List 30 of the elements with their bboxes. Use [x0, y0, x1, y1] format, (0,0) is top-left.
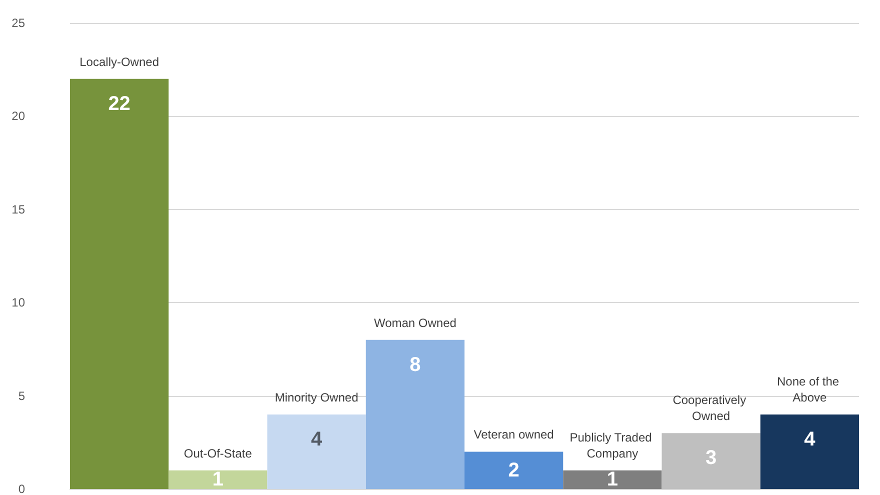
x-tick-label: Locally-Owned — [80, 54, 159, 69]
x-tick-label: Woman Owned — [374, 316, 456, 330]
bar — [662, 433, 760, 489]
bar — [366, 340, 464, 489]
data-label: 22 — [108, 92, 130, 115]
data-label: 2 — [508, 459, 520, 482]
bar — [464, 452, 564, 489]
data-label: 4 — [804, 428, 816, 450]
y-tick-label: 20 — [12, 109, 26, 124]
x-tick-label: Cooperatively Owned — [672, 393, 750, 424]
x-tick-label: Veteran owned — [474, 428, 554, 442]
x-tick-label: Publicly Traded Company — [570, 430, 656, 460]
data-label: 4 — [311, 428, 323, 450]
data-label: 3 — [706, 447, 717, 470]
bar — [760, 414, 859, 489]
data-label: 1 — [212, 468, 224, 491]
bar — [168, 470, 268, 489]
bar — [267, 414, 366, 489]
bar — [70, 78, 169, 489]
y-tick-label: 10 — [12, 296, 26, 310]
data-label: 1 — [606, 468, 618, 491]
x-tick-label: Minority Owned — [274, 390, 358, 404]
y-tick-label: 25 — [12, 16, 26, 30]
y-tick-label: 5 — [18, 388, 26, 403]
y-tick-label: 0 — [18, 482, 26, 495]
bar — [563, 470, 662, 489]
data-label: 8 — [410, 354, 421, 376]
y-tick-label: 15 — [12, 202, 26, 216]
x-tick-label: None of the Above — [776, 374, 842, 404]
x-tick-label: Out-Of-State — [184, 446, 252, 460]
